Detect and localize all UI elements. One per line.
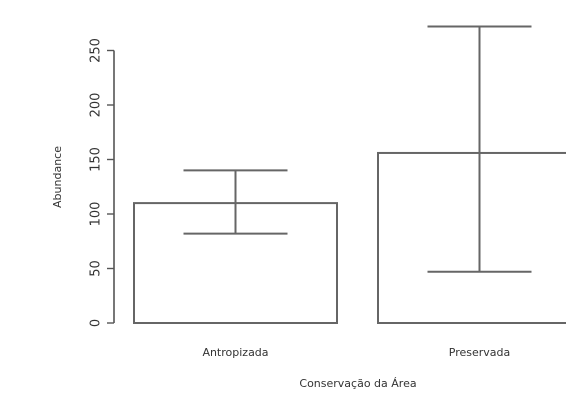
x-tick-labels: Antropizada Preservada [202,346,510,359]
error-bars [183,25,532,273]
y-tick-label: 50 [89,260,104,277]
bars [133,151,566,325]
y-axis: 0 50 100 150 200 250 [89,38,115,327]
x-axis-title: Conservação da Área [299,377,416,390]
x-tick-label: Antropizada [202,346,268,359]
bar-preservada [377,151,566,324]
y-tick-label: 250 [89,38,104,63]
x-tick-label: Preservada [449,346,510,359]
y-tick-label: 0 [89,319,104,327]
y-tick-label: 100 [89,202,104,227]
y-tick-label: 200 [89,93,104,118]
y-tick-label: 150 [89,147,104,172]
y-axis-title: Abundance [51,146,64,208]
